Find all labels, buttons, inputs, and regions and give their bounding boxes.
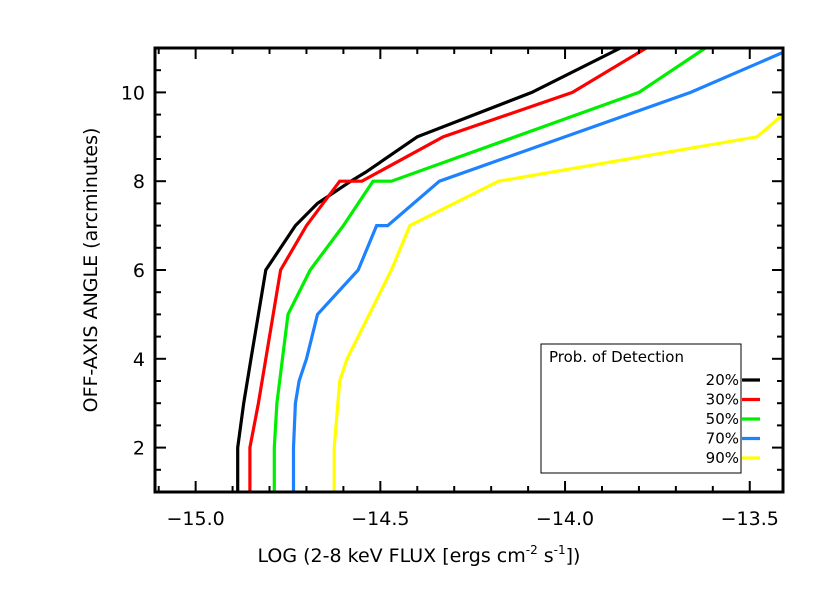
y-tick-label: 10 bbox=[121, 82, 145, 104]
y-axis-title: OFF-AXIS ANGLE (arcminutes) bbox=[80, 128, 102, 413]
x-tick-label: −15.0 bbox=[167, 508, 225, 530]
x-axis-title-end: ]) bbox=[566, 545, 581, 567]
legend-label-3: 70% bbox=[706, 430, 739, 448]
tick-layer: −15.0 −14.5 −14.0 −13.5 2 4 6 8 10 bbox=[121, 47, 783, 530]
series-line-3 bbox=[291, 50, 783, 492]
x-axis-title: LOG (2-8 keV FLUX [ergs cm-2 s-1]) bbox=[258, 543, 581, 567]
x-tick-label: −14.0 bbox=[536, 508, 594, 530]
y-tick-label: 6 bbox=[133, 260, 145, 282]
x-axis-title-sup-2: -1 bbox=[554, 543, 566, 557]
series-line-4 bbox=[332, 113, 783, 492]
legend-box bbox=[540, 343, 742, 474]
series-layer bbox=[236, 48, 783, 492]
legend-label-2: 50% bbox=[706, 410, 739, 428]
legend-label-4: 90% bbox=[706, 449, 739, 467]
x-tick-label: −13.5 bbox=[721, 508, 779, 530]
legend-entries: 20% 30%50% 70%90% bbox=[706, 371, 760, 467]
x-tick-label: −14.5 bbox=[351, 508, 409, 530]
legend-label-1: 30% bbox=[706, 391, 739, 409]
legend-label-0: 20% bbox=[706, 371, 739, 389]
y-tick-label: 4 bbox=[133, 349, 145, 371]
y-tick-label: 8 bbox=[133, 171, 145, 193]
legend-title: Prob. of Detection bbox=[549, 348, 684, 366]
series-line-1 bbox=[248, 48, 648, 492]
series-line-2 bbox=[272, 48, 707, 492]
y-tick-label: 2 bbox=[133, 438, 145, 460]
legend: Prob. of Detection 20% 30%50% 70%90% bbox=[540, 343, 760, 474]
x-axis-title-mid: s bbox=[538, 545, 554, 567]
x-axis-title-sup-1: -2 bbox=[526, 543, 538, 557]
series-line-0 bbox=[236, 48, 622, 492]
